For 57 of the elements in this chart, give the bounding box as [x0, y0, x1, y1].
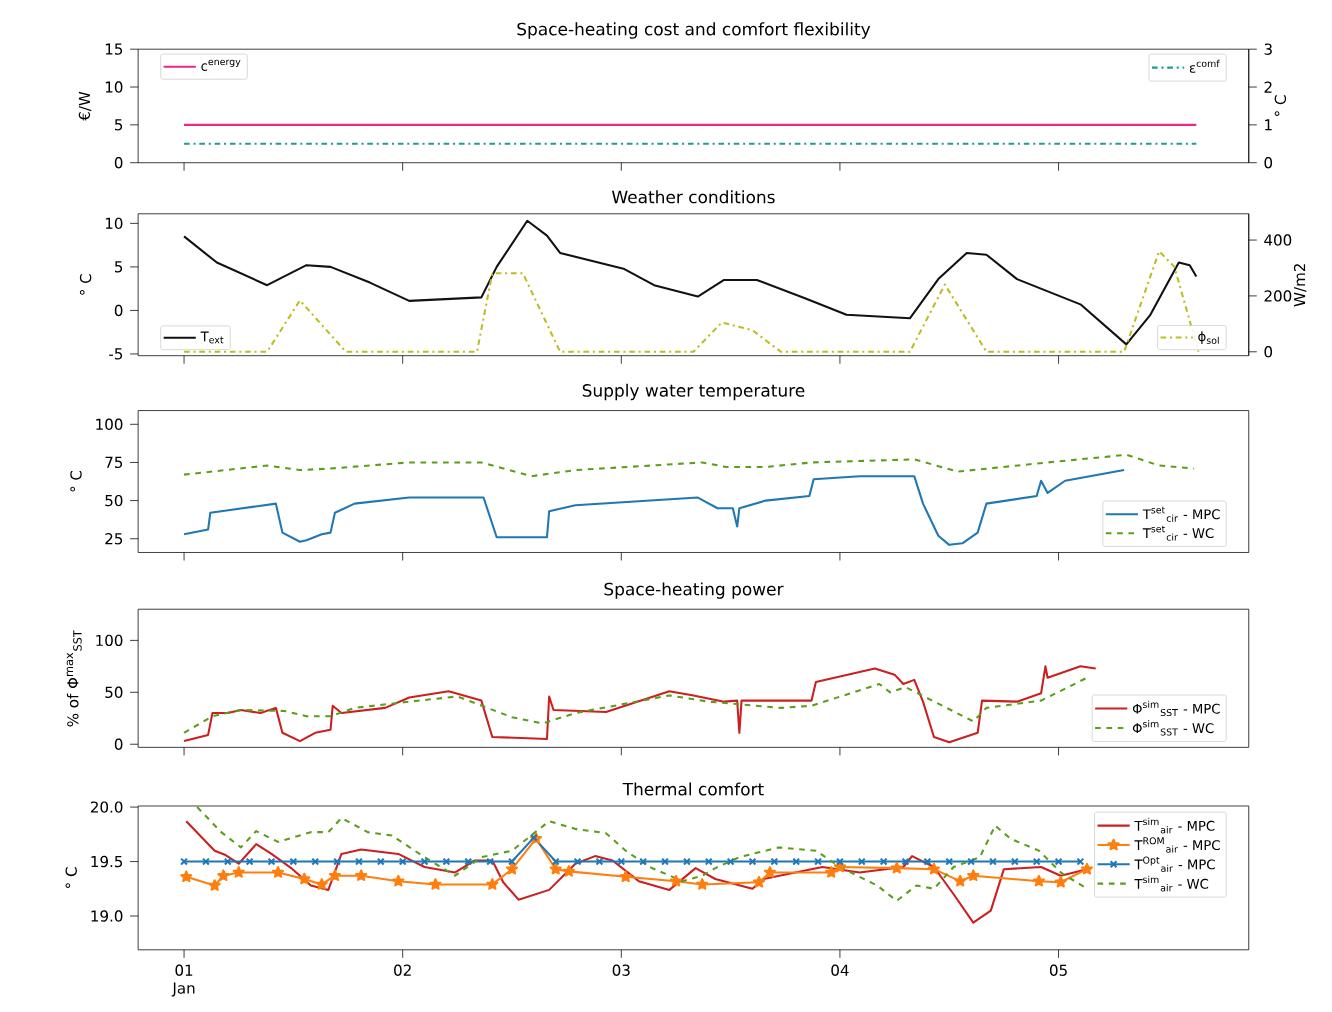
point	[232, 866, 245, 878]
point	[311, 857, 320, 866]
point	[1054, 875, 1067, 888]
point	[890, 861, 903, 874]
point	[551, 857, 560, 866]
point	[1080, 862, 1094, 875]
point	[429, 878, 442, 890]
point	[967, 857, 976, 866]
point	[529, 833, 538, 842]
point	[376, 857, 385, 866]
chart-title: Weather conditions	[611, 190, 775, 204]
line-series	[183, 453, 1196, 478]
point	[682, 857, 691, 866]
point	[180, 870, 193, 883]
point	[298, 872, 311, 885]
point	[201, 857, 210, 866]
point	[355, 869, 368, 881]
point	[792, 857, 801, 866]
point	[954, 874, 967, 887]
point	[1032, 874, 1045, 887]
point	[967, 869, 980, 881]
point	[328, 869, 341, 881]
line-series	[183, 665, 1097, 744]
point	[1010, 857, 1019, 866]
point	[217, 869, 230, 881]
point	[763, 866, 777, 878]
point	[669, 874, 683, 887]
point	[927, 862, 940, 875]
line-series	[183, 676, 1089, 734]
line-series	[183, 468, 1126, 546]
chart-title: Space-heating power	[604, 582, 784, 599]
point	[549, 862, 562, 875]
chart-title: Thermal comfort	[622, 782, 764, 796]
point	[825, 866, 838, 878]
point	[392, 874, 405, 887]
chart-title: Space-heating cost and comfort flexibility	[517, 22, 871, 39]
point	[857, 857, 866, 866]
chart-title: Supply water temperature	[582, 383, 805, 401]
line-series	[196, 805, 1089, 902]
point	[619, 870, 632, 883]
point	[486, 857, 495, 866]
point	[562, 864, 575, 877]
point	[704, 857, 713, 866]
point	[315, 878, 328, 890]
point	[272, 866, 285, 878]
point	[464, 857, 473, 866]
point	[223, 857, 232, 866]
point	[208, 879, 221, 891]
point	[945, 857, 954, 866]
point	[696, 878, 709, 890]
point	[505, 862, 519, 875]
point	[508, 857, 516, 866]
line-series	[183, 219, 1198, 346]
point	[486, 878, 499, 890]
point	[617, 857, 626, 866]
point	[752, 875, 766, 888]
point	[639, 857, 648, 866]
